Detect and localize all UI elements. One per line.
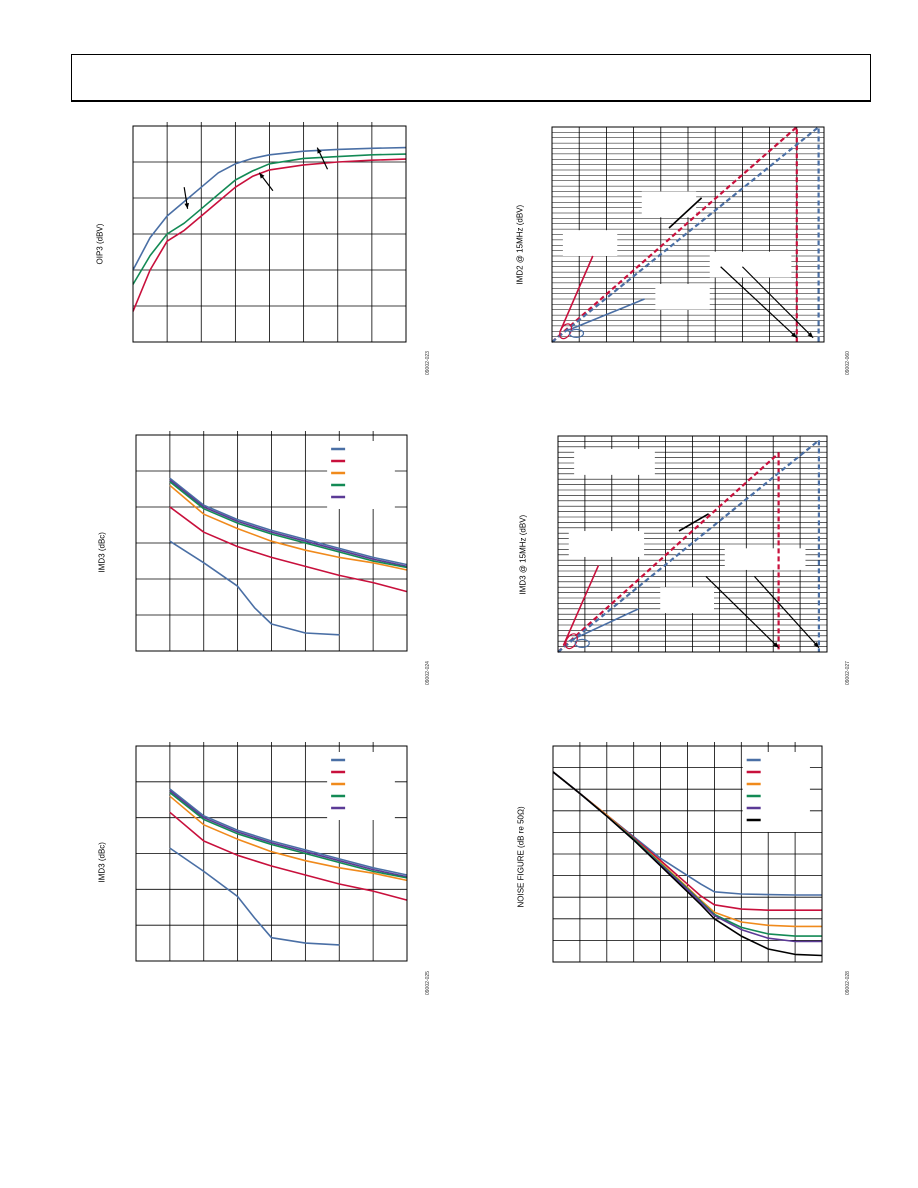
y-axis-label: IMD3 (dBc)	[97, 842, 107, 883]
plot-frame	[135, 434, 408, 652]
chart-panel-imd3-b: IMD3 (dBc) 09002-025	[90, 740, 440, 1000]
plot-frame	[132, 125, 407, 343]
legend	[742, 752, 810, 832]
series-line-red-4	[169, 811, 408, 901]
series-line-red-2	[559, 255, 594, 332]
arrow-head-2	[317, 147, 322, 154]
series-line-blue-0	[132, 146, 407, 271]
arrow-head-1	[807, 332, 814, 338]
y-axis-label: IMD2 @ 15MHz (dBV)	[515, 204, 525, 285]
blue-loop	[568, 328, 585, 338]
legend	[327, 441, 395, 509]
arrow-head-0	[184, 202, 190, 209]
series-line-orange-3	[169, 795, 408, 882]
chart-panel-imd3-a: IMD3 (dBc) 09002-024	[90, 430, 440, 690]
arrow-head-0	[772, 642, 779, 648]
series-line-black-4	[668, 197, 703, 229]
annotation-box	[568, 531, 645, 557]
plot-frame	[557, 435, 828, 653]
annotation-box	[709, 251, 792, 278]
legend	[327, 752, 395, 820]
chart-panel-imd3-15: IMD3 @ 15MHz (dBV) 09002-027	[508, 430, 858, 690]
legend-box	[327, 441, 395, 509]
series-line-black-4	[678, 513, 710, 532]
page-header-box	[71, 54, 871, 102]
arrow-head-1	[259, 172, 265, 179]
annotation-arrow-0	[705, 575, 780, 649]
figure-number: 09002-024	[425, 661, 431, 685]
series-line-black-5	[552, 771, 823, 957]
plot-frame	[552, 745, 823, 963]
figure-number: 09002-027	[845, 661, 851, 685]
series-line-blue-3	[568, 608, 640, 642]
annotation-box	[641, 191, 697, 218]
y-axis-label: IMD3 @ 15MHz (dBV)	[518, 514, 528, 595]
imd3-15-plot	[557, 435, 828, 653]
chart-panel-imd2: IMD2 @ 15MHz (dBV) 09002-060	[508, 120, 858, 380]
figure-number: 09002-060	[845, 351, 851, 375]
series-line-blue-5	[169, 540, 340, 636]
y-axis-label: OIP3 (dBV)	[95, 223, 105, 265]
series-line-blue-0	[169, 788, 408, 876]
annotation-box	[655, 283, 710, 310]
legend-box	[742, 752, 810, 832]
imd3-a-plot	[135, 431, 408, 652]
imd3-b-plot	[135, 742, 408, 962]
series-line-red-0	[551, 125, 798, 343]
legend-box	[327, 752, 395, 820]
oip3-plot	[132, 122, 407, 343]
annotation-arrow-1	[753, 575, 820, 649]
series-line-green-2	[169, 481, 408, 569]
series-line-blue-1	[551, 125, 820, 343]
arrow-head-0	[791, 332, 797, 338]
figure-number: 09002-023	[425, 351, 431, 375]
annotation-box	[724, 548, 806, 570]
series-line-purple-1	[169, 479, 408, 568]
plot-frame	[135, 745, 408, 962]
annotation-arrow-0	[720, 266, 798, 339]
series-line-red-2	[132, 158, 407, 312]
series-line-orange-3	[169, 484, 408, 571]
series-line-red-2	[562, 565, 600, 646]
blue-loop	[574, 638, 590, 648]
series-line-blue-3	[565, 298, 645, 333]
y-axis-label: IMD3 (dBc)	[97, 532, 107, 573]
grid	[136, 431, 407, 651]
annotation-box	[562, 230, 618, 256]
series-line-purple-1	[169, 790, 408, 878]
figure-number: 09002-025	[425, 971, 431, 995]
figure-number: 09002-028	[845, 971, 851, 995]
plot-frame	[551, 126, 825, 343]
y-axis-label: NOISE FIGURE (dB re 50Ω)	[516, 806, 526, 908]
series-line-green-2	[169, 791, 408, 879]
series-line-red-4	[169, 506, 408, 593]
noise-figure-plot	[552, 742, 823, 963]
annotation-arrow-1	[741, 266, 814, 339]
series-line-green-1	[132, 153, 407, 285]
annotation-box	[660, 587, 715, 614]
annotation-box	[574, 448, 655, 475]
series-line-blue-0	[169, 477, 408, 566]
arrow-head-1	[813, 642, 819, 648]
chart-panel-oip3: OIP3 (dBV) 09002-023	[90, 120, 440, 380]
chart-panel-noise-figure: NOISE FIGURE (dB re 50Ω) 09002-028	[508, 740, 858, 1000]
series-line-blue-5	[169, 847, 340, 946]
series-line-red-0	[557, 452, 780, 653]
imd2-plot	[551, 125, 825, 343]
